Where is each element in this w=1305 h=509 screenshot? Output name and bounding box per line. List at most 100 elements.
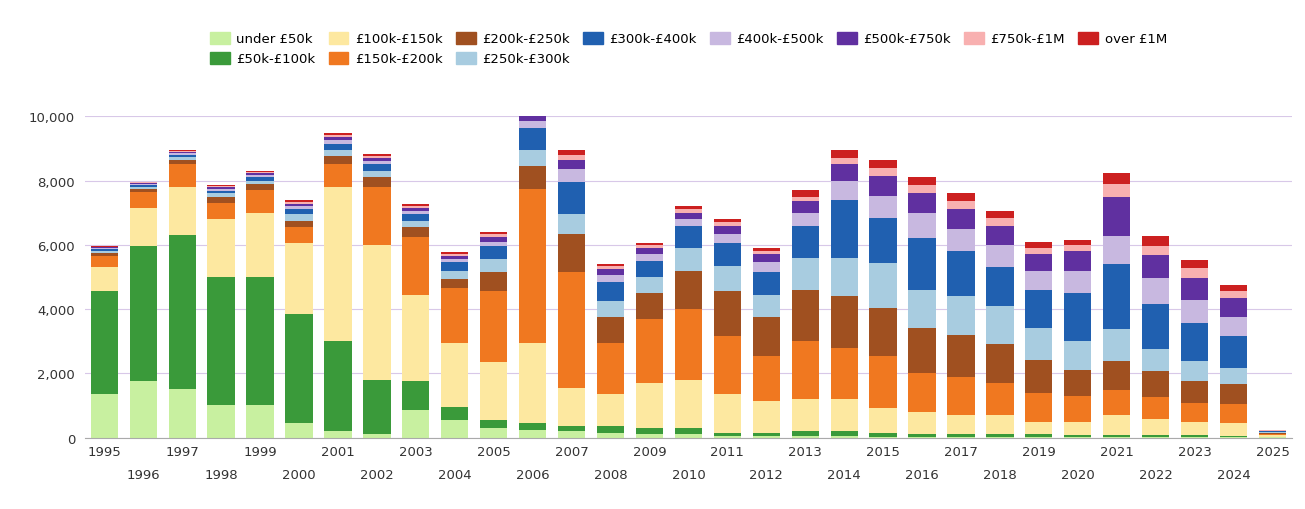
Bar [908,194,936,213]
Bar [363,172,390,178]
Bar [753,252,780,255]
Bar [675,210,702,213]
Bar [869,219,897,264]
Bar [596,276,624,282]
Bar [559,431,585,438]
Bar [325,342,351,431]
Bar [90,292,117,394]
Bar [675,213,702,220]
Bar [675,428,702,435]
Bar [1220,317,1248,336]
Bar [129,247,157,382]
Bar [90,248,117,249]
Bar [908,437,936,438]
Bar [1181,362,1208,381]
Bar [441,343,468,407]
Bar [402,209,429,212]
Bar [1064,435,1091,437]
Text: 2002: 2002 [360,468,394,481]
Bar [1026,255,1052,271]
Bar [441,254,468,257]
Bar [753,248,780,252]
Bar [402,295,429,382]
Bar [129,186,157,187]
Bar [908,239,936,290]
Bar [869,357,897,408]
Bar [441,252,468,254]
Bar [987,245,1014,268]
Bar [869,196,897,219]
Bar [1103,435,1130,437]
Bar [1142,256,1169,278]
Bar [168,151,196,152]
Bar [90,253,117,257]
Bar [207,277,235,406]
Bar [869,437,897,438]
Bar [325,138,351,141]
Bar [947,210,975,229]
Bar [168,236,196,390]
Bar [519,430,547,438]
Bar [402,221,429,228]
Bar [869,161,897,169]
Bar [559,234,585,273]
Bar [987,437,1014,438]
Bar [830,181,857,201]
Bar [1026,361,1052,393]
Bar [947,297,975,335]
Bar [987,435,1014,437]
Bar [1142,397,1169,419]
Bar [1181,278,1208,301]
Bar [168,154,196,156]
Bar [753,295,780,318]
Bar [207,188,235,189]
Bar [286,203,313,204]
Bar [947,437,975,438]
Bar [830,159,857,165]
Bar [363,157,390,159]
Bar [519,112,547,116]
Text: 2006: 2006 [515,468,549,481]
Bar [363,245,390,380]
Bar [363,188,390,245]
Bar [168,390,196,438]
Bar [325,157,351,165]
Bar [675,309,702,380]
Bar [1220,292,1248,298]
Bar [987,218,1014,226]
Bar [714,266,741,292]
Bar [402,205,429,207]
Bar [286,244,313,314]
Bar [947,335,975,377]
Bar [987,383,1014,415]
Bar [480,292,508,362]
Bar [168,156,196,158]
Bar [559,215,585,234]
Bar [1026,393,1052,421]
Bar [1220,404,1248,423]
Bar [1064,396,1091,422]
Bar [947,377,975,415]
Bar [519,151,547,167]
Bar [1103,185,1130,197]
Bar [947,202,975,210]
Bar [559,183,585,215]
Text: 2004: 2004 [438,468,471,481]
Bar [675,380,702,428]
Bar [207,186,235,188]
Bar [286,221,313,228]
Bar [1259,435,1287,437]
Bar [830,297,857,348]
Bar [325,141,351,145]
Bar [559,388,585,427]
Bar [792,197,818,202]
Bar [1064,245,1091,252]
Bar [559,151,585,156]
Bar [168,160,196,165]
Text: 2018: 2018 [983,468,1017,481]
Text: 2022: 2022 [1139,468,1173,481]
Bar [636,261,663,277]
Bar [675,271,702,309]
Bar [480,273,508,292]
Bar [325,165,351,188]
